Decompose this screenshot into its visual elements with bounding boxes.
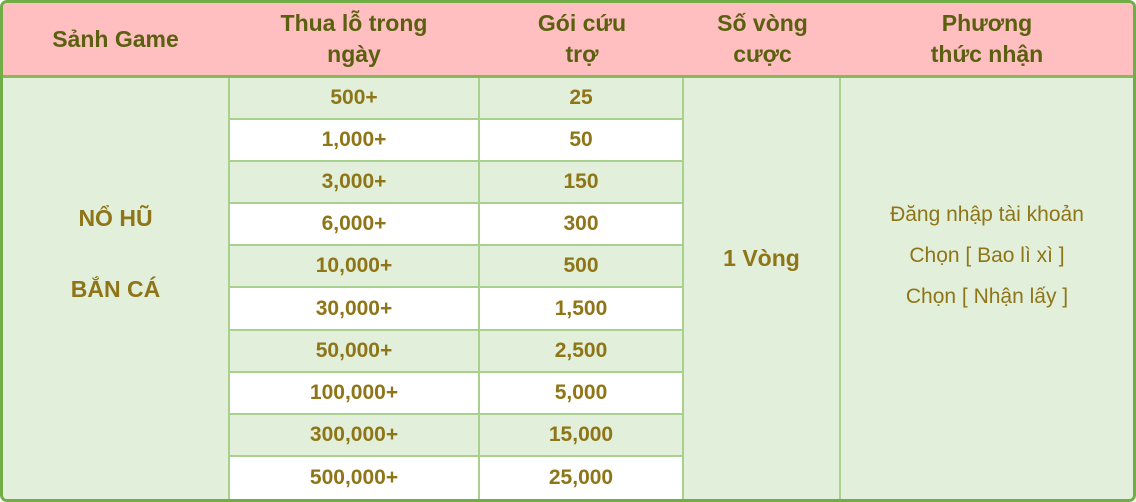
game-lobby-cell: NỔ HŨ BẮN CÁ <box>3 78 228 499</box>
package-cell: 25 <box>480 78 684 121</box>
package-cell: 5,000 <box>480 372 684 415</box>
package-cell: 1,500 <box>480 288 684 331</box>
receive-step-2: Chọn [ Bao lì xì ] <box>909 244 1065 268</box>
loss-cell: 6,000+ <box>228 204 480 247</box>
loss-cell: 500,000+ <box>228 456 480 499</box>
betting-rounds-cell: 1 Vòng <box>684 78 841 499</box>
header-rescue-package: Gói cứu trợ <box>480 3 684 78</box>
loss-cell: 3,000+ <box>228 162 480 205</box>
receive-method-cell: Đăng nhập tài khoản Chọn [ Bao lì xì ] C… <box>841 78 1133 499</box>
package-cell: 150 <box>480 162 684 205</box>
receive-step-3: Chọn [ Nhận lấy ] <box>905 285 1069 309</box>
loss-cell: 100,000+ <box>228 372 480 415</box>
receive-step-1: Đăng nhập tài khoản <box>890 203 1084 227</box>
loss-cell: 30,000+ <box>228 288 480 331</box>
loss-cell: 50,000+ <box>228 330 480 373</box>
header-game-lobby: Sảnh Game <box>3 3 228 78</box>
header-daily-loss: Thua lỗ trong ngày <box>228 3 480 78</box>
package-cell: 500 <box>480 246 684 289</box>
loss-cell: 10,000+ <box>228 246 480 289</box>
header-receive-method: Phương thức nhận <box>841 3 1133 78</box>
game-lobby-line-1: NỔ HŨ <box>78 205 153 232</box>
loss-cell: 500+ <box>228 78 480 121</box>
package-cell: 2,500 <box>480 330 684 373</box>
package-cell: 300 <box>480 204 684 247</box>
package-cell: 15,000 <box>480 414 684 457</box>
game-lobby-line-2: BẮN CÁ <box>70 276 161 303</box>
header-betting-rounds: Số vòng cược <box>684 3 841 78</box>
package-cell: 25,000 <box>480 456 684 499</box>
loss-cell: 1,000+ <box>228 120 480 163</box>
package-cell: 50 <box>480 120 684 163</box>
loss-cell: 300,000+ <box>228 414 480 457</box>
